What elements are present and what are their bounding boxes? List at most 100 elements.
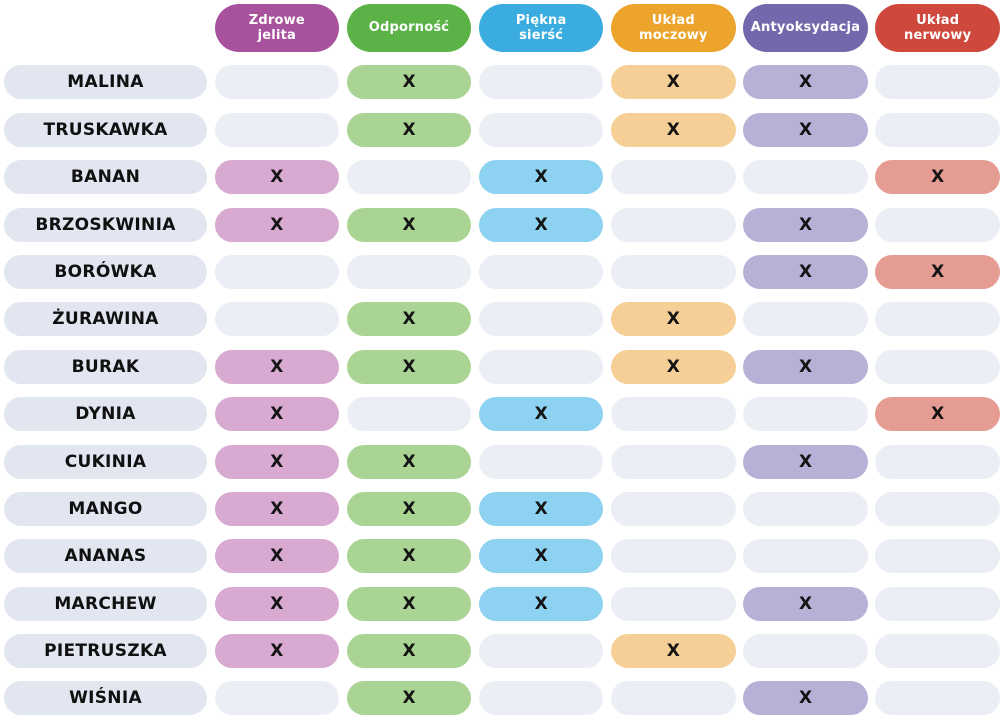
matrix-cell-marked: X — [214, 634, 340, 669]
matrix-cell-empty — [875, 207, 1000, 242]
column-header-pill: Układ moczowy — [610, 4, 736, 52]
row-label-pill: ANANAS — [4, 539, 207, 574]
matrix-cell-empty — [214, 254, 340, 289]
row-label-pill: DYNIA — [4, 397, 207, 432]
matrix-cell-marked: X — [743, 586, 868, 621]
matrix-cell-empty — [875, 634, 1000, 669]
matrix-cell-empty — [743, 160, 868, 195]
row-label-pill: ŻURAWINA — [4, 302, 207, 337]
matrix-cell-empty — [610, 207, 736, 242]
matrix-cell-marked: X — [478, 207, 604, 242]
matrix-cell-empty — [478, 349, 604, 384]
row-label-pill: BORÓWKA — [4, 254, 207, 289]
x-mark: X — [798, 451, 813, 472]
row-label-pill: CUKINIA — [4, 444, 207, 479]
x-mark: X — [798, 356, 813, 377]
x-mark: X — [270, 641, 284, 662]
matrix-cell-marked: X — [346, 207, 472, 242]
corner-spacer — [4, 4, 207, 52]
matrix-cell-marked: X — [875, 160, 1000, 195]
matrix-cell-empty — [610, 539, 736, 574]
matrix-cell-empty — [743, 397, 868, 432]
matrix-cell-empty — [610, 681, 736, 716]
matrix-cell-empty — [478, 444, 604, 479]
x-mark: X — [798, 119, 813, 140]
matrix-cell-marked: X — [610, 349, 736, 384]
matrix-cell-empty — [610, 160, 736, 195]
matrix-cell-empty — [875, 586, 1000, 621]
column-header-pill: Odporność — [346, 4, 472, 52]
matrix-cell-empty — [610, 444, 736, 479]
x-mark: X — [402, 498, 416, 519]
x-mark: X — [534, 167, 548, 188]
matrix-cell-empty — [478, 634, 604, 669]
row-label-pill: BANAN — [4, 160, 207, 195]
matrix-cell-marked: X — [875, 254, 1000, 289]
x-mark: X — [402, 119, 416, 140]
x-mark: X — [402, 72, 416, 93]
matrix-cell-marked: X — [214, 397, 340, 432]
matrix-cell-marked: X — [346, 112, 472, 147]
matrix-cell-marked: X — [743, 207, 868, 242]
matrix-cell-empty — [743, 634, 868, 669]
x-mark: X — [534, 404, 548, 425]
matrix-cell-empty — [875, 112, 1000, 147]
x-mark: X — [270, 167, 284, 188]
matrix-cell-marked: X — [214, 491, 340, 526]
column-header-pill: Antyoksydacja — [743, 4, 868, 52]
x-mark: X — [931, 261, 945, 282]
matrix-cell-marked: X — [478, 586, 604, 621]
x-mark: X — [402, 356, 416, 377]
matrix-cell-marked: X — [478, 397, 604, 432]
x-mark: X — [798, 214, 813, 235]
matrix-cell-marked: X — [346, 349, 472, 384]
x-mark: X — [798, 261, 813, 282]
x-mark: X — [270, 214, 284, 235]
matrix-cell-empty — [610, 397, 736, 432]
row-label-pill: WIŚNIA — [4, 681, 207, 716]
matrix-cell-marked: X — [346, 491, 472, 526]
matrix-cell-empty — [478, 112, 604, 147]
matrix-cell-marked: X — [478, 491, 604, 526]
x-mark: X — [270, 498, 284, 519]
matrix-cell-marked: X — [346, 586, 472, 621]
matrix-cell-marked: X — [610, 302, 736, 337]
x-mark: X — [402, 688, 416, 709]
matrix-cell-empty — [610, 491, 736, 526]
x-mark: X — [270, 356, 284, 377]
matrix-cell-empty — [346, 254, 472, 289]
row-label-pill: PIETRUSZKA — [4, 634, 207, 669]
column-header-pill: Zdrowe jelita — [214, 4, 340, 52]
matrix-cell-marked: X — [610, 634, 736, 669]
matrix-cell-empty — [875, 539, 1000, 574]
matrix-cell-empty — [214, 65, 340, 100]
matrix-cell-empty — [875, 491, 1000, 526]
matrix-cell-marked: X — [214, 586, 340, 621]
matrix-cell-empty — [214, 112, 340, 147]
matrix-cell-marked: X — [214, 349, 340, 384]
matrix-cell-empty — [610, 254, 736, 289]
row-label-pill: MANGO — [4, 491, 207, 526]
x-mark: X — [798, 72, 813, 93]
matrix-cell-empty — [875, 681, 1000, 716]
matrix-cell-marked: X — [743, 349, 868, 384]
matrix-cell-marked: X — [214, 207, 340, 242]
matrix-cell-marked: X — [743, 112, 868, 147]
matrix-cell-empty — [478, 302, 604, 337]
matrix-cell-empty — [478, 65, 604, 100]
matrix-cell-marked: X — [346, 634, 472, 669]
x-mark: X — [666, 641, 680, 662]
matrix-cell-empty — [610, 586, 736, 621]
matrix-cell-empty — [743, 302, 868, 337]
matrix-cell-marked: X — [346, 444, 472, 479]
matrix-cell-marked: X — [214, 444, 340, 479]
x-mark: X — [402, 451, 416, 472]
matrix-cell-empty — [214, 681, 340, 716]
matrix-cell-empty — [478, 681, 604, 716]
x-mark: X — [798, 593, 813, 614]
column-header-pill: Układ nerwowy — [875, 4, 1000, 52]
x-mark: X — [798, 688, 813, 709]
matrix-cell-marked: X — [610, 112, 736, 147]
row-label-pill: MALINA — [4, 65, 207, 100]
